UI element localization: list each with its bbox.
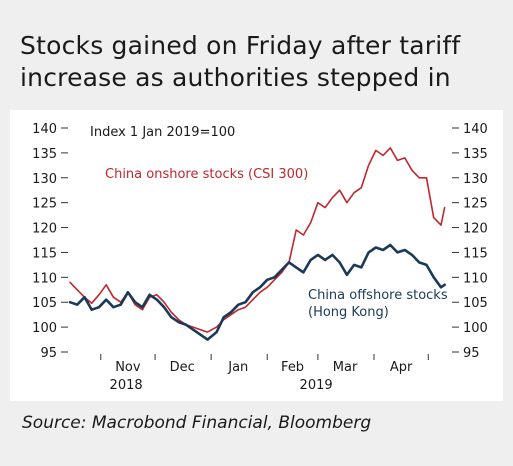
- y-tick-label-right: 110: [463, 271, 488, 286]
- y-tick-label-right: 95: [463, 346, 480, 361]
- y-tick-label-right: 140: [463, 122, 488, 137]
- index-annotation: Index 1 Jan 2019=100: [90, 125, 235, 140]
- year-label: 2018: [110, 378, 143, 393]
- y-tick-label-right: 105: [463, 296, 488, 311]
- y-tick-label-right: 125: [463, 197, 488, 212]
- plot-panel: 95 95 100 100 105 105 110 110 115 115 120 120 125 125…: [10, 110, 503, 401]
- y-tick-label-left: 100: [32, 321, 57, 336]
- y-tick-label-left: 115: [32, 246, 57, 261]
- x-tick-label: Nov: [115, 360, 141, 375]
- y-tick-label-right: 135: [463, 147, 488, 162]
- y-tick-label-left: 110: [32, 271, 57, 286]
- y-tick-label-right: 130: [463, 172, 488, 187]
- y-tick-label-left: 140: [32, 122, 57, 137]
- y-tick-label-left: 95: [40, 346, 57, 361]
- y-tick-label-left: 120: [32, 222, 57, 237]
- y-tick-label-left: 135: [32, 147, 57, 162]
- chart-title: Stocks gained on Friday after tariff inc…: [20, 31, 461, 92]
- y-tick-label-left: 105: [32, 296, 57, 311]
- x-tick-label: Jan: [227, 360, 248, 375]
- x-tick-label: Apr: [390, 360, 413, 375]
- x-tick-label: Dec: [170, 360, 195, 375]
- x-tick-label: Mar: [333, 360, 358, 375]
- series-label-offshore-line1: China offshore stocks: [308, 288, 448, 303]
- y-tick-label-right: 100: [463, 321, 488, 336]
- y-tick-label-left: 130: [32, 172, 57, 187]
- line-chart: 95 95 100 100 105 105 110 110 115 115 120 120 125 125…: [32, 122, 488, 393]
- source-note: Source: Macrobond Financial, Bloomberg: [22, 413, 372, 433]
- y-tick-label-right: 115: [463, 246, 488, 261]
- year-label: 2019: [300, 378, 333, 393]
- series-label-offshore-line2: (Hong Kong): [308, 305, 389, 320]
- series-line-offshore: [68, 243, 446, 341]
- y-tick-label-left: 125: [32, 197, 57, 212]
- y-tick-label-right: 120: [463, 222, 488, 237]
- series-label-onshore: China onshore stocks (CSI 300): [105, 167, 308, 182]
- x-tick-label: Feb: [281, 360, 304, 375]
